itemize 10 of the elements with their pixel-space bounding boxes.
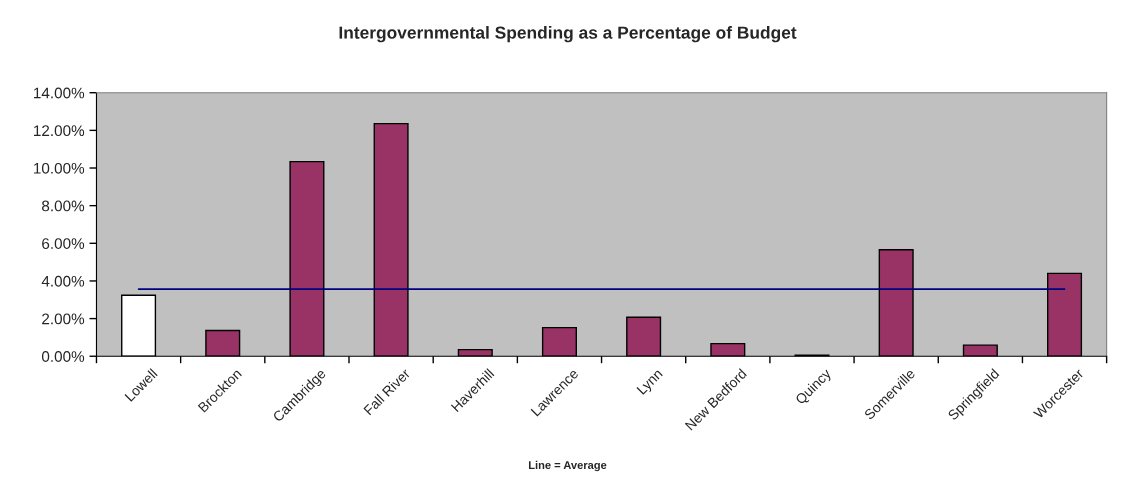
y-tick-label: 0.00% [41,351,85,362]
chart-title: Intergovernmental Spending as a Percentage of Budget [339,26,797,43]
y-tick-label: 8.00% [42,200,85,212]
y-tick-label: 14.00% [34,87,85,99]
y-tick-label: 6.00% [42,238,85,249]
text: Line = Average [528,460,607,472]
y-tick-label: 10.00% [34,162,85,174]
y-tick-label: 4.00% [41,275,85,287]
y-tick-label: 12.00% [34,125,85,137]
y-tick-label: 2.00% [42,313,85,325]
